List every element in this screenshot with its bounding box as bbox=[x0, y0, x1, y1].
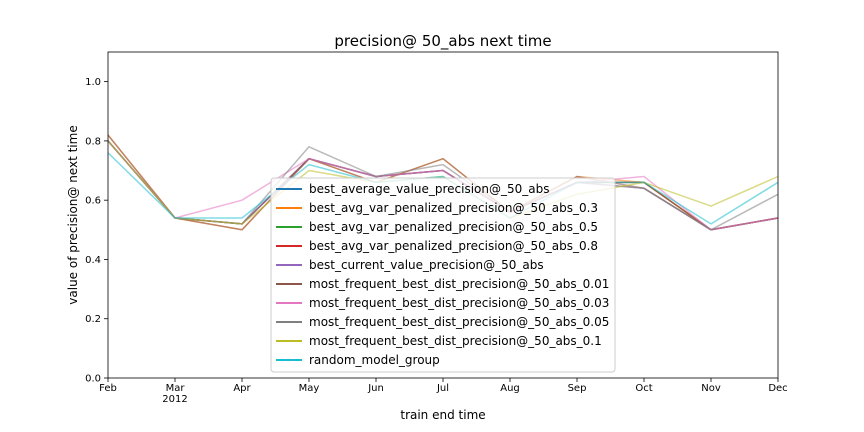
x-tick-label: May bbox=[299, 383, 320, 394]
y-tick-label: 0.4 bbox=[85, 255, 101, 266]
legend-label: most_frequent_best_dist_precision@_50_ab… bbox=[309, 296, 609, 310]
x-tick-label: Dec bbox=[768, 383, 787, 394]
y-axis-title: value of precision@ next time bbox=[66, 125, 80, 304]
legend-label: most_frequent_best_dist_precision@_50_ab… bbox=[309, 315, 609, 329]
y-tick-label: 0.0 bbox=[85, 374, 101, 385]
series-line-10 bbox=[107, 152, 779, 225]
series-layer bbox=[107, 134, 779, 231]
legend: best_average_value_precision@_50_absbest… bbox=[270, 177, 616, 373]
legend-label: best_avg_var_penalized_precision@_50_abs… bbox=[309, 220, 598, 234]
x-tick-label: Oct bbox=[635, 383, 652, 394]
legend-label: most_frequent_best_dist_precision@_50_ab… bbox=[309, 334, 602, 348]
x-tick-label: Sep bbox=[568, 383, 587, 394]
x-tick-label: Nov bbox=[701, 383, 721, 394]
x-tick-label: Aug bbox=[500, 383, 520, 394]
legend-label: random_model_group bbox=[309, 353, 440, 367]
series-line-7 bbox=[107, 140, 779, 231]
x-tick-label: Mar bbox=[166, 383, 186, 394]
legend-label: most_frequent_best_dist_precision@_50_ab… bbox=[309, 277, 609, 291]
legend-box bbox=[270, 177, 616, 373]
y-tick-label: 1.0 bbox=[85, 77, 101, 88]
x-tick-label: Feb bbox=[99, 383, 117, 394]
chart-title: precision@ 50_abs next time bbox=[334, 32, 551, 51]
legend-label: best_avg_var_penalized_precision@_50_abs… bbox=[309, 201, 598, 215]
y-tick-label: 0.2 bbox=[85, 314, 101, 325]
legend-items: best_average_value_precision@_50_absbest… bbox=[276, 182, 609, 367]
x-tick-label: Jul bbox=[436, 383, 449, 394]
legend-label: best_average_value_precision@_50_abs bbox=[309, 182, 550, 196]
x-tick-label: Apr bbox=[233, 383, 251, 394]
x-axis-title: train end time bbox=[400, 408, 485, 422]
legend-label: best_current_value_precision@_50_abs bbox=[309, 258, 544, 272]
x-tick-label: Jun bbox=[367, 383, 384, 394]
legend-label: best_avg_var_penalized_precision@_50_abs… bbox=[309, 239, 598, 253]
y-tick-label: 0.6 bbox=[85, 196, 101, 207]
x-year-label: 2012 bbox=[162, 394, 187, 405]
ticks-layer: Feb Mar Apr May Jun Jul Aug Sep Oct Nov Dec 0.0 0.2 0… bbox=[85, 77, 788, 394]
y-tick-label: 0.8 bbox=[85, 136, 101, 147]
